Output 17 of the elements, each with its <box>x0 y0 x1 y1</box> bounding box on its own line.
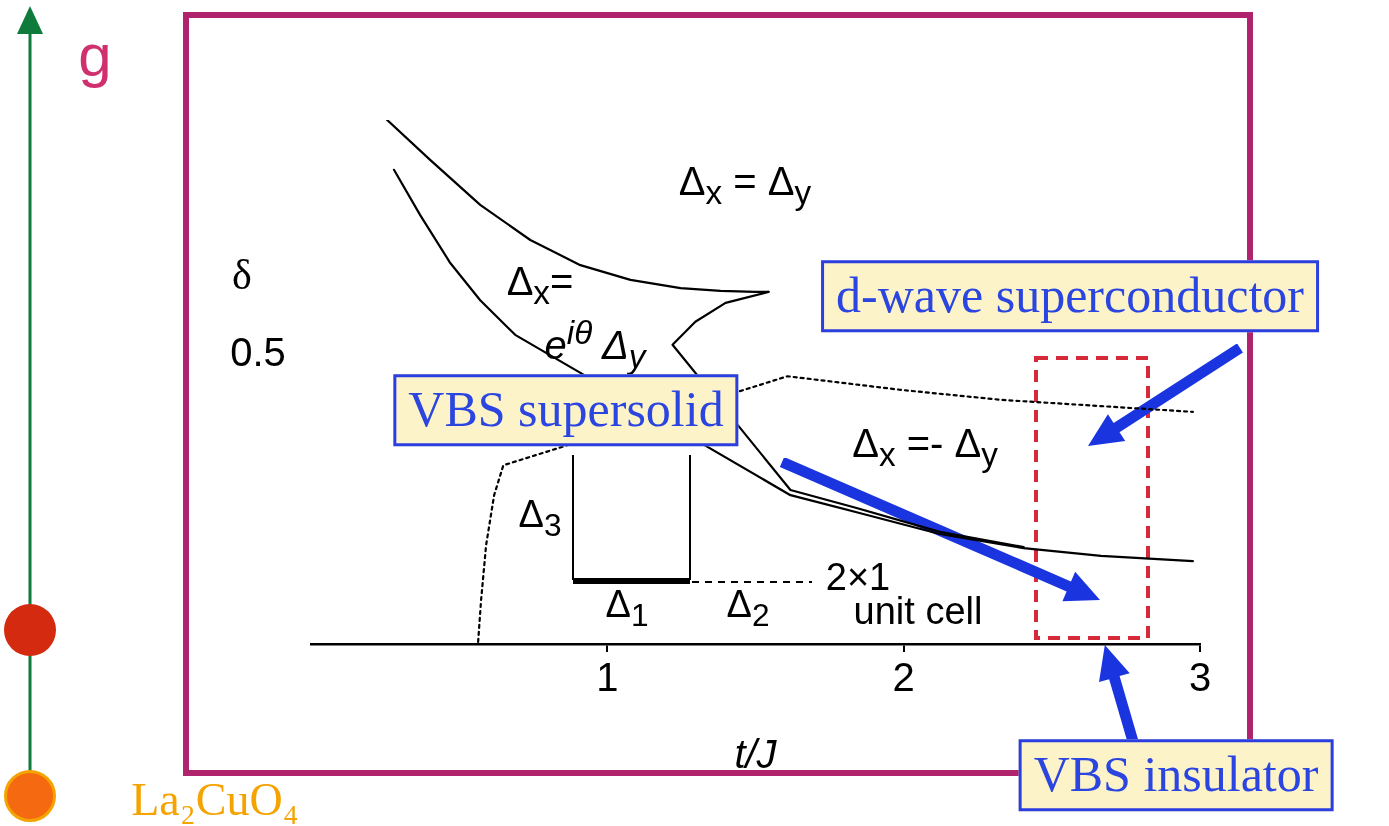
text: 0.5 <box>230 329 286 375</box>
x-tick-label: 1 <box>596 655 619 700</box>
annotation: Δ$_{x}$= <box>506 257 574 313</box>
annotation: VBS supersolid <box>393 374 739 446</box>
text: La₂CuO₄ <box>131 773 299 826</box>
x-tick-label: 2 <box>892 655 915 700</box>
annotation: Δ$_{3}$ <box>518 492 562 544</box>
text: g <box>78 20 112 90</box>
annotation: d-wave superconductor <box>821 260 1319 332</box>
annotation: Δ$_{1}$ <box>605 582 649 634</box>
text: VBS insulator <box>1018 739 1334 811</box>
annotation: Δ$_{x}$ =- Δ$_{y}$ <box>852 419 998 475</box>
annotation: Δ$_{2}$ <box>726 582 770 634</box>
annotation: Δ$_{x}$ = Δ$_{y}$ <box>678 157 812 213</box>
x-axis-title: t/J <box>734 732 778 777</box>
x-tick-label: 3 <box>1188 655 1212 700</box>
y-axis-title: δ <box>232 251 252 299</box>
